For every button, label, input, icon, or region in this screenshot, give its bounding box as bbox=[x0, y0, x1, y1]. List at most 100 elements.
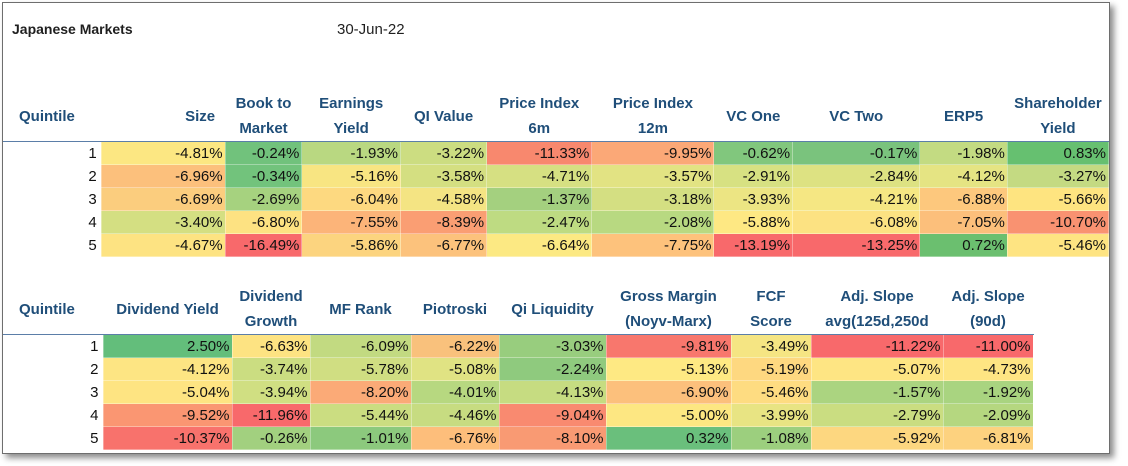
column-header-label: (Noyv-Marx) bbox=[625, 313, 712, 330]
value-cell: -0.34% bbox=[224, 164, 303, 188]
value-cell: -2.47% bbox=[486, 210, 593, 234]
value-cell: -3.40% bbox=[100, 210, 226, 234]
table-row: 2 -4.12% -3.74% -5.78% -5.08% -2.24% -5.13% -5.… bbox=[3, 357, 1034, 381]
value-cell: 0.32% bbox=[605, 426, 732, 450]
factor-table-1: Quintile Size Book to Market Earnings Yield QI… bbox=[3, 91, 1109, 257]
column-header: Price Index 6m bbox=[486, 91, 592, 142]
value-cell: -4.73% bbox=[942, 357, 1034, 381]
table-header-row: Quintile Dividend Yield Dividend Growth MF R… bbox=[3, 284, 1033, 335]
value-cell: -2.09% bbox=[942, 403, 1034, 427]
value-cell: -3.27% bbox=[1006, 164, 1109, 188]
value-cell: -5.00% bbox=[605, 403, 732, 427]
value-cell: -3.03% bbox=[498, 334, 607, 358]
value-cell: -1.92% bbox=[942, 380, 1034, 404]
column-header: FCF Score bbox=[731, 284, 811, 335]
column-header: QI Value bbox=[400, 91, 487, 142]
value-cell: -9.04% bbox=[498, 403, 607, 427]
value-cell: -7.75% bbox=[591, 233, 715, 257]
column-header-label: FCF bbox=[756, 288, 786, 305]
column-header: MF Rank bbox=[310, 284, 411, 335]
value-cell: -5.86% bbox=[301, 233, 401, 257]
column-header: Dividend Yield bbox=[103, 284, 232, 335]
column-header-label: Growth bbox=[244, 313, 298, 330]
value-cell: -6.08% bbox=[792, 210, 921, 234]
value-cell: -13.19% bbox=[713, 233, 794, 257]
value-cell: -9.81% bbox=[605, 334, 732, 358]
column-header-label: Gross Margin bbox=[620, 288, 717, 305]
column-header-label: 6m bbox=[528, 120, 551, 137]
column-header-label: Qi Liquidity bbox=[511, 300, 594, 318]
column-header-label: Market bbox=[239, 120, 288, 137]
value-cell: -5.04% bbox=[102, 380, 233, 404]
value-cell: -4.67% bbox=[100, 233, 226, 257]
value-cell: -1.98% bbox=[919, 141, 1008, 165]
column-header-label: Shareholder bbox=[1014, 95, 1102, 112]
value-cell: -6.09% bbox=[309, 334, 412, 358]
column-header-label: 12m bbox=[637, 120, 668, 137]
value-cell: -5.13% bbox=[605, 357, 732, 381]
value-cell: -4.12% bbox=[102, 357, 233, 381]
column-header-label: ERP5 bbox=[944, 107, 984, 125]
column-header: VC Two bbox=[792, 91, 920, 142]
table-row: 5 -10.37% -0.26% -1.01% -6.76% -8.10% 0.32% -1.… bbox=[3, 426, 1034, 450]
value-cell: -0.26% bbox=[231, 426, 311, 450]
value-cell: -5.44% bbox=[309, 403, 412, 427]
column-header-label: Yield bbox=[333, 120, 369, 137]
value-cell: -2.79% bbox=[810, 403, 944, 427]
value-cell: -5.46% bbox=[730, 380, 812, 404]
column-header-label: (90d) bbox=[970, 313, 1006, 330]
value-cell: -3.74% bbox=[231, 357, 311, 381]
value-cell: -6.88% bbox=[919, 187, 1008, 211]
value-cell: -2.69% bbox=[224, 187, 303, 211]
value-cell: -8.20% bbox=[309, 380, 412, 404]
value-cell: -1.08% bbox=[730, 426, 812, 450]
column-header: Book to Market bbox=[225, 91, 302, 142]
column-header-label: Score bbox=[750, 313, 792, 330]
column-header-label: Price Index bbox=[499, 95, 580, 112]
value-cell: -6.64% bbox=[486, 233, 593, 257]
value-cell: -4.46% bbox=[410, 403, 500, 427]
value-cell: -1.37% bbox=[486, 187, 593, 211]
value-cell: -6.81% bbox=[942, 426, 1034, 450]
report-title: Japanese Markets bbox=[12, 21, 133, 37]
value-cell: -9.52% bbox=[102, 403, 233, 427]
value-cell: -3.93% bbox=[713, 187, 794, 211]
column-header-label: QI Value bbox=[413, 107, 474, 125]
column-header-label: Yield bbox=[1040, 120, 1076, 137]
table-row: 1 2.50% -6.63% -6.09% -6.22% -3.03% -9.81% -3.4… bbox=[3, 334, 1034, 358]
column-header-label: Size bbox=[185, 107, 216, 125]
column-header-label: Quintile bbox=[19, 107, 75, 125]
column-header-label: Price Index bbox=[612, 95, 693, 112]
factor-table-2: Quintile Dividend Yield Dividend Growth MF R… bbox=[3, 284, 1034, 450]
value-cell: -6.63% bbox=[231, 334, 311, 358]
column-header: VC One bbox=[713, 91, 793, 142]
value-cell: 2.50% bbox=[102, 334, 233, 358]
column-header: Dividend Growth bbox=[232, 284, 310, 335]
value-cell: -1.57% bbox=[810, 380, 944, 404]
value-cell: -16.49% bbox=[224, 233, 303, 257]
value-cell: -0.62% bbox=[713, 141, 794, 165]
column-header: ERP5 bbox=[919, 91, 1008, 142]
column-header: Earnings Yield bbox=[301, 91, 401, 142]
value-cell: -2.91% bbox=[713, 164, 794, 188]
quintile-cell: 1 bbox=[3, 141, 102, 165]
value-cell: -3.57% bbox=[591, 164, 715, 188]
value-cell: -6.04% bbox=[301, 187, 401, 211]
value-cell: -4.12% bbox=[919, 164, 1008, 188]
value-cell: -10.70% bbox=[1006, 210, 1109, 234]
column-header-label: Dividend Yield bbox=[116, 300, 219, 318]
column-header: Adj. Slope (90d) bbox=[943, 284, 1033, 335]
value-cell: -11.33% bbox=[486, 141, 593, 165]
column-header: Piotroski bbox=[411, 284, 499, 335]
value-cell: -6.80% bbox=[224, 210, 303, 234]
value-cell: -3.58% bbox=[399, 164, 488, 188]
table-row: 5 -4.67% -16.49% -5.86% -6.77% -6.64% -7.75% -1… bbox=[3, 233, 1109, 257]
column-header: Adj. Slope avg(125d,250d bbox=[811, 284, 943, 335]
value-cell: -5.66% bbox=[1006, 187, 1109, 211]
value-cell: -4.81% bbox=[100, 141, 226, 165]
value-cell: -3.99% bbox=[730, 403, 812, 427]
value-cell: -4.13% bbox=[498, 380, 607, 404]
value-cell: -2.08% bbox=[591, 210, 715, 234]
column-header-label: avg(125d,250d bbox=[825, 313, 929, 330]
value-cell: -5.08% bbox=[410, 357, 500, 381]
